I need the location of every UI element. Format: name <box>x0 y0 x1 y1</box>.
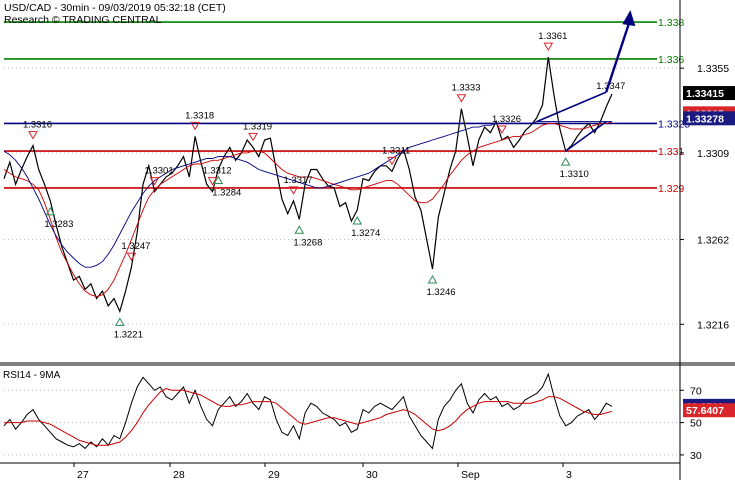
rsi-line <box>3 372 613 450</box>
swing-high-marker <box>28 131 38 140</box>
swing-high-marker <box>190 121 200 131</box>
swing-high-marker <box>387 156 397 166</box>
swing-high-label: 1.3326 <box>492 114 521 125</box>
price-annotations: 1.3316 1.3283 1.3247 1.3221 1.3301 1.3318 1.33… <box>23 10 636 340</box>
swing-high-marker <box>543 42 554 52</box>
swing-low-marker <box>45 206 56 216</box>
price-axis: 1.33551.33091.32621.32161.334151.333051.… <box>680 63 735 331</box>
rsi-lines <box>3 372 613 450</box>
price-tick-label: 1.3216 <box>697 319 729 331</box>
ma-slow-line <box>3 121 612 268</box>
swing-high-marker <box>149 177 160 186</box>
chart-subtitle: Research © TRADING CENTRAL <box>4 14 162 26</box>
swing-low-marker <box>213 175 224 185</box>
level-label: 1.338 <box>658 17 684 29</box>
price-badge <box>683 111 735 126</box>
rsi-ma-line <box>4 388 613 446</box>
swing-low-label: 1.3310 <box>560 169 589 180</box>
level-label: 1.336 <box>658 54 684 66</box>
rsi-axis: 70503060.351157.6407 <box>680 385 735 462</box>
price-lines <box>3 57 613 314</box>
x-tick-label: 30 <box>366 469 378 480</box>
price-badge <box>683 86 735 101</box>
rsi-tick-label: 50 <box>690 418 702 430</box>
channel-lower-line <box>565 120 607 152</box>
swing-high-label: 1.3311 <box>382 145 410 156</box>
chart-title: USD/CAD - 30min - 09/03/2019 05:32:18 (C… <box>4 2 226 14</box>
swing-high-marker <box>497 125 507 135</box>
level-label: 1.331 <box>658 146 684 158</box>
swing-high-marker <box>288 186 299 195</box>
x-axis: 27 28 29 30 Sep 3 <box>73 463 572 481</box>
price-badge-label: 1.33415 <box>686 88 724 100</box>
swing-high-marker <box>207 177 218 186</box>
level-label: 1.329 <box>658 183 684 195</box>
projection-arrow-shaft <box>605 21 631 93</box>
price-badge-label: 1.33278 <box>686 113 724 125</box>
price-levels: 1.338 1.336 1.3325 1.331 1.329 <box>4 17 690 195</box>
swing-high-label: 1.3361 <box>538 31 567 42</box>
swing-low-marker <box>352 216 363 225</box>
rsi-title: RSI14 - 9MA <box>3 370 61 381</box>
swing-high-marker <box>126 252 137 262</box>
projection-arrow-head <box>622 10 636 27</box>
swing-high-label: 1.3318 <box>185 110 214 121</box>
swing-low-label: 1.3268 <box>293 237 322 248</box>
swing-high-label: 1.3301 <box>145 166 174 177</box>
swing-low-marker <box>427 275 438 284</box>
rsi-grid <box>4 389 680 456</box>
x-tick-label: 28 <box>173 469 185 480</box>
rsi-badge <box>683 403 735 418</box>
x-tick-label: 29 <box>268 469 280 480</box>
swing-high-label: 1.3319 <box>243 121 272 132</box>
swing-low-marker <box>294 225 305 234</box>
swing-low-marker <box>114 317 125 326</box>
swing-low-label: 1.3246 <box>426 287 455 298</box>
level-label: 1.3325 <box>658 118 690 130</box>
swing-high-label: 1.3317 <box>284 175 313 186</box>
swing-low-marker <box>560 157 571 166</box>
swing-high-marker <box>248 132 258 142</box>
x-tick-label: 27 <box>77 469 89 480</box>
rsi-tick-label: 70 <box>690 385 702 397</box>
swing-high-label: 1.3312 <box>202 166 231 177</box>
rsi-tick-label: 30 <box>690 450 702 462</box>
swing-low-label: 1.3284 <box>212 188 241 199</box>
rsi-badge-label: 57.6407 <box>686 405 724 417</box>
channel-upper-line <box>536 91 607 123</box>
swing-high-label: 1.3333 <box>451 83 480 94</box>
swing-low-label: 1.3274 <box>351 228 380 239</box>
swing-high-marker <box>456 94 467 103</box>
swing-high-label: 1.3316 <box>23 120 52 131</box>
x-tick-label: 3 <box>566 469 572 480</box>
swing-high-label: 1.3247 <box>121 241 150 252</box>
price-tick-label: 1.3262 <box>697 235 729 247</box>
ma-fast-line <box>3 121 613 298</box>
price-tick-label: 1.3355 <box>697 63 729 75</box>
x-tick-label: Sep <box>461 469 480 480</box>
swing-label: 1.3347 <box>596 81 625 92</box>
swing-low-label: 1.3283 <box>44 219 73 230</box>
swing-low-label: 1.3221 <box>114 329 143 340</box>
price-tick-label: 1.3309 <box>697 148 729 160</box>
